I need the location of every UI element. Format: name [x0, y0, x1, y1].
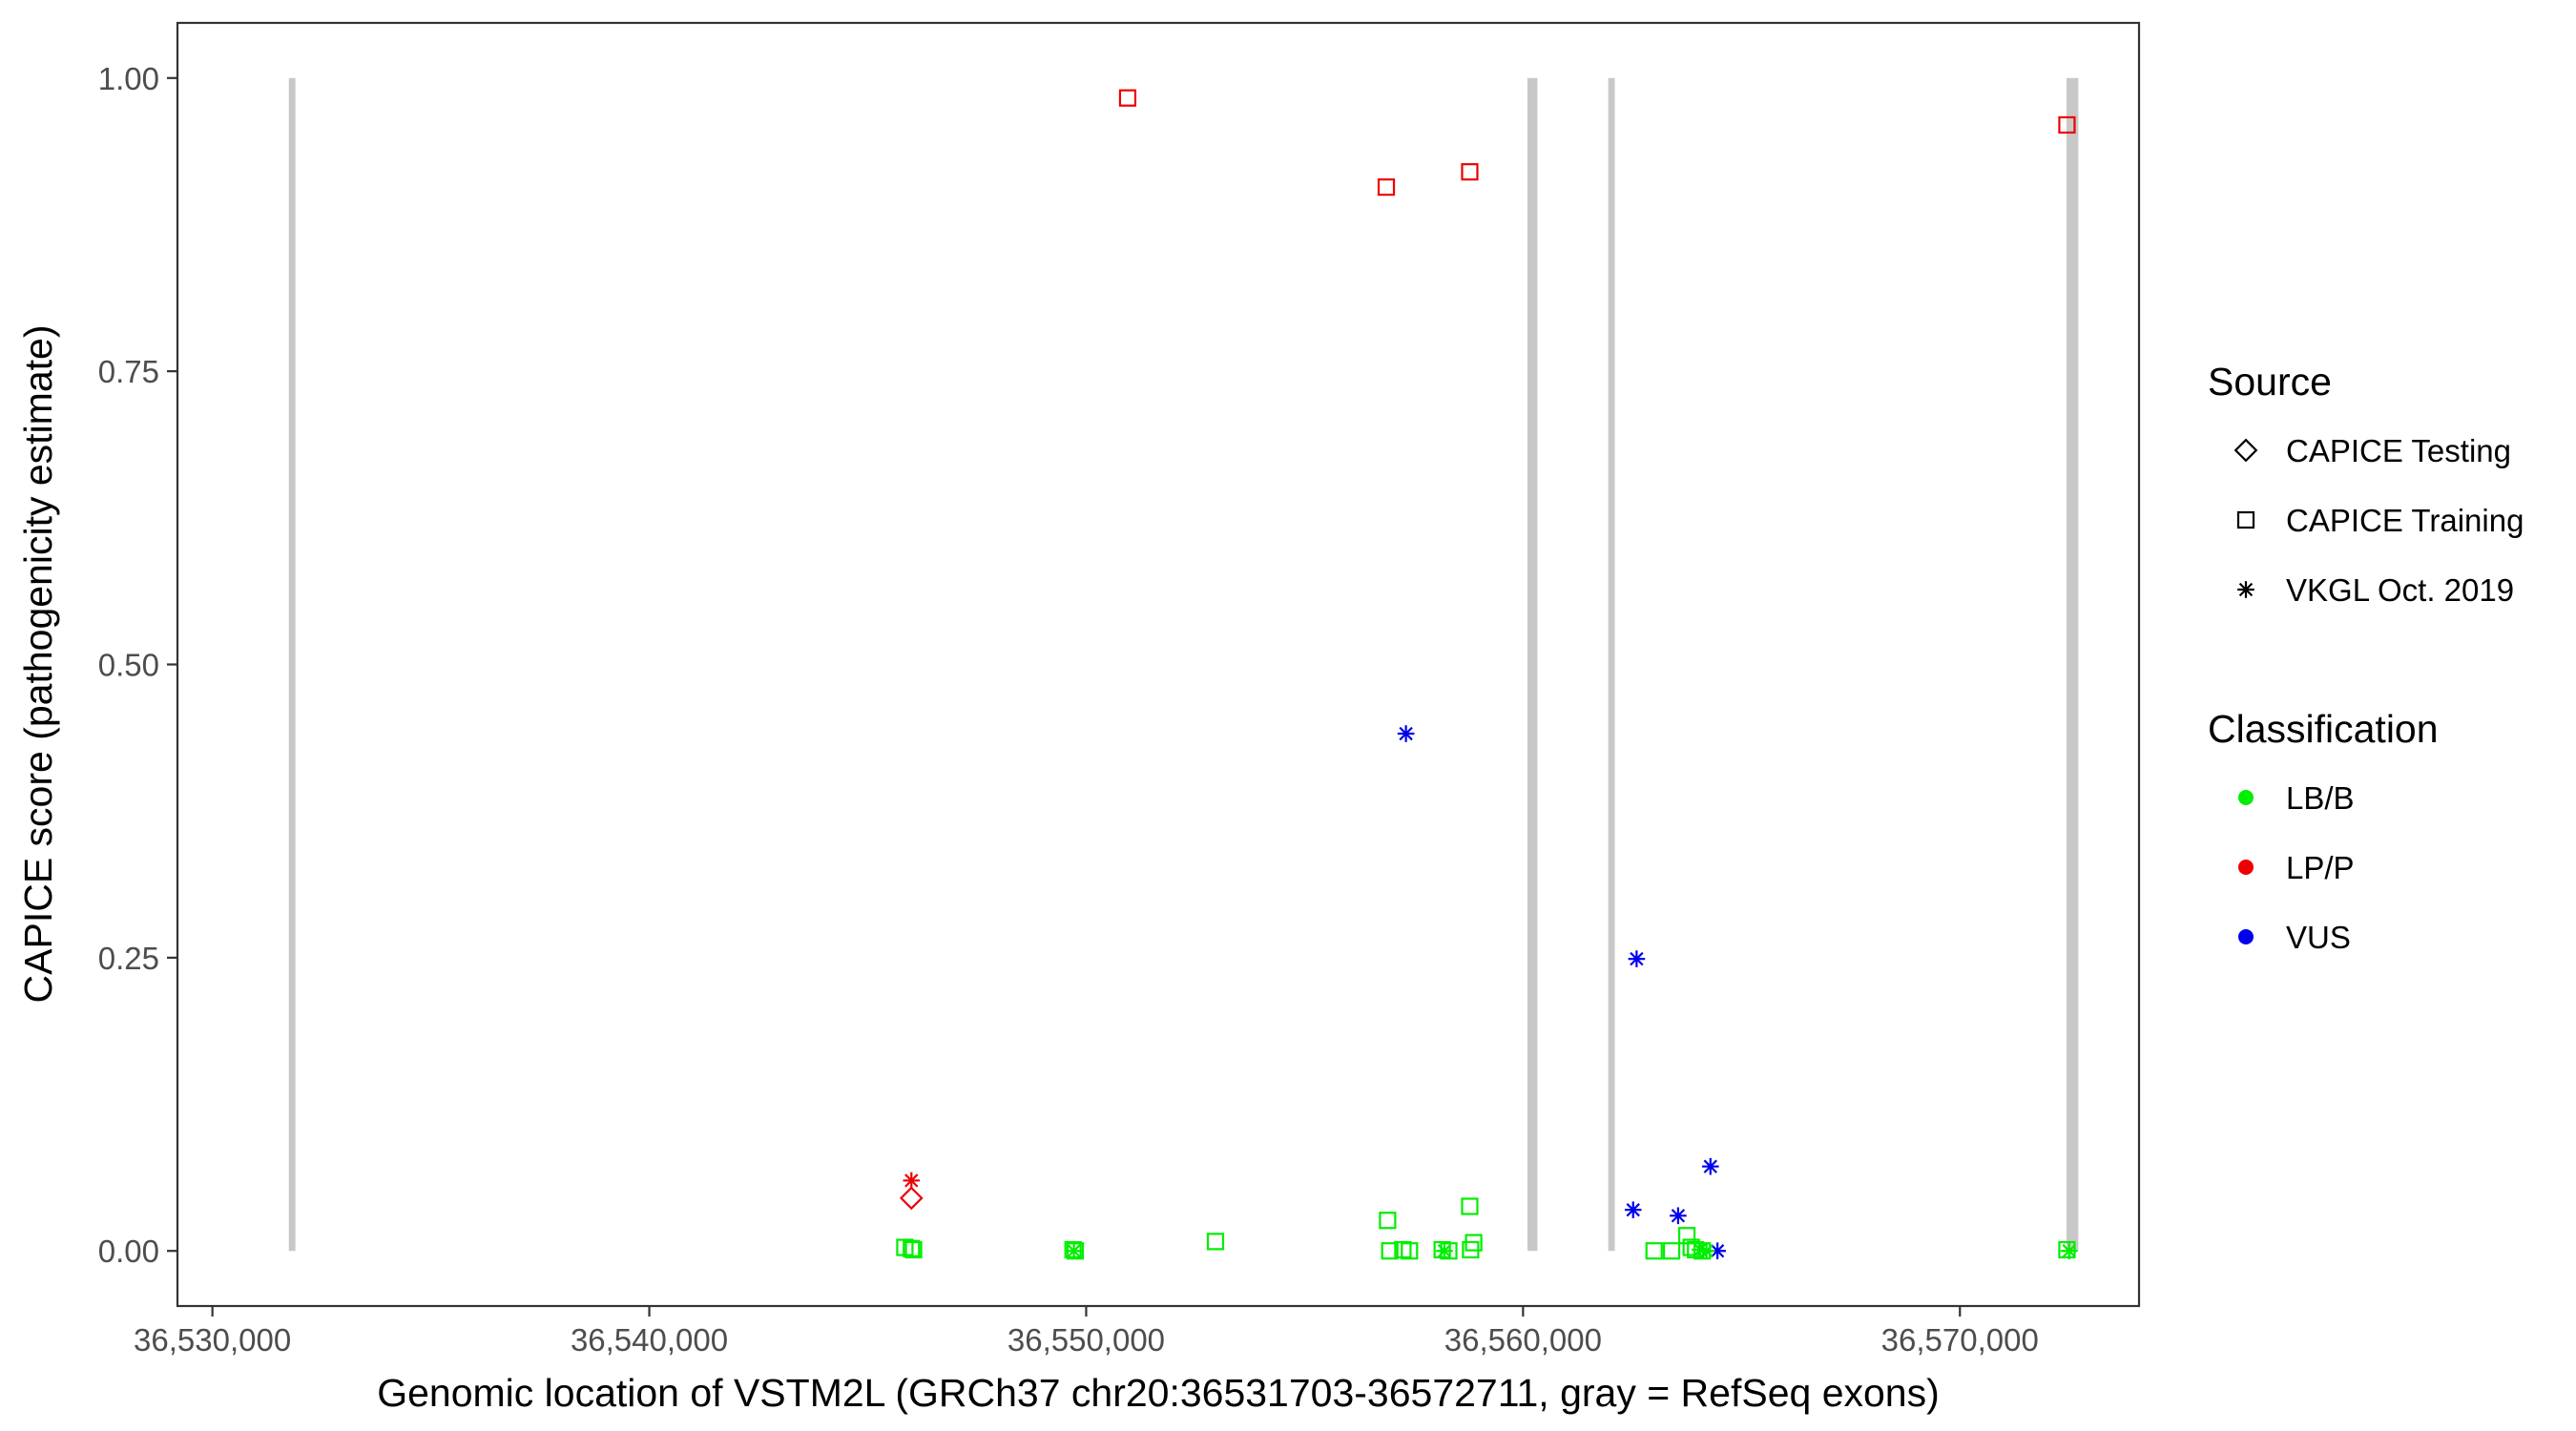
- point-layer: [896, 89, 2078, 1260]
- data-point-asterisk-8: [1628, 950, 1646, 967]
- exon-band-2: [1527, 77, 1538, 1252]
- legend-classification-items: LB/B LP/P VUS: [2238, 780, 2355, 955]
- legend-diamond-key: [2233, 438, 2258, 463]
- data-point-asterisk-7: [1397, 725, 1415, 742]
- legend-source-items: CAPICE Testing CAPICE Training VKGL Oct. 2…: [2233, 433, 2524, 608]
- exon-band-3: [1608, 77, 1615, 1252]
- data-point-square-4: [2058, 115, 2076, 135]
- data-point-square-31: [1662, 1242, 1681, 1260]
- legend-source-label: CAPICE Training: [2286, 503, 2524, 538]
- legend-dot-key: [2238, 790, 2254, 805]
- data-point-square-22: [1394, 1240, 1412, 1259]
- data-point-asterisk-9: [1701, 1157, 1719, 1175]
- legend-source-title: Source: [2208, 360, 2332, 404]
- legend-source-label: VKGL Oct. 2019: [2286, 572, 2514, 608]
- data-point-asterisk-26: [1436, 1242, 1453, 1260]
- x-axis-title: Genomic location of VSTM2L (GRCh37 chr20…: [377, 1371, 1940, 1415]
- data-point-square-19: [1206, 1233, 1225, 1251]
- x-tick-label: 36,530,000: [134, 1322, 291, 1358]
- data-point-square-13: [896, 1238, 914, 1256]
- data-point-square-23: [1401, 1242, 1419, 1260]
- data-point-square-38: [2058, 1240, 2076, 1259]
- x-axis: 36,530,000 36,540,000 36,550,000 36,560,000…: [134, 1306, 2039, 1358]
- legend-classification-label: LB/B: [2286, 780, 2355, 816]
- legend-classification-title: Classification: [2208, 707, 2439, 751]
- data-point-square-30: [1645, 1242, 1663, 1260]
- x-tick-label: 36,560,000: [1444, 1322, 1602, 1358]
- legend-dot-key: [2238, 860, 2254, 875]
- data-point-square-21: [1381, 1242, 1399, 1260]
- data-point-asterisk-37: [1697, 1242, 1715, 1260]
- legend-classification-label: VUS: [2286, 920, 2351, 955]
- exon-band-4: [2066, 77, 2079, 1252]
- exon-band-1: [288, 77, 296, 1252]
- y-tick-label: 0.75: [98, 354, 159, 389]
- data-point-square-14: [903, 1239, 921, 1257]
- data-point-asterisk-18: [1065, 1242, 1083, 1260]
- data-point-square-3: [1461, 163, 1479, 181]
- data-point-square-32: [1677, 1227, 1696, 1245]
- legend-dot-key: [2238, 929, 2254, 944]
- legend-classification-label: LP/P: [2286, 850, 2355, 885]
- exon-layer: [288, 77, 2079, 1252]
- legend-square-key: [2236, 510, 2255, 529]
- data-point-diamond-6: [899, 1186, 924, 1211]
- y-tick-label: 1.00: [98, 61, 159, 96]
- legend-asterisk-key: [2237, 581, 2254, 598]
- data-point-square-24: [1433, 1240, 1451, 1259]
- y-tick-label: 0.25: [98, 941, 159, 976]
- data-point-asterisk-39: [2060, 1242, 2078, 1260]
- data-point-asterisk-11: [1670, 1207, 1687, 1225]
- y-axis: 0.00 0.25 0.50 0.75 1.00: [98, 61, 177, 1269]
- y-tick-label: 0.00: [98, 1234, 159, 1269]
- data-point-square-29: [1462, 1240, 1480, 1259]
- data-point-square-2: [1377, 178, 1396, 197]
- data-point-asterisk-10: [1624, 1201, 1642, 1218]
- x-tick-label: 36,540,000: [571, 1322, 728, 1358]
- x-tick-label: 36,570,000: [1881, 1322, 2039, 1358]
- data-point-asterisk-5: [903, 1172, 921, 1190]
- y-axis-title: CAPICE score (pathogenicity estimate): [16, 325, 60, 1004]
- y-tick-label: 0.50: [98, 648, 159, 683]
- data-point-square-15: [904, 1240, 923, 1259]
- legend-source-label: CAPICE Testing: [2286, 433, 2511, 468]
- data-point-square-20: [1379, 1212, 1397, 1230]
- data-point-square-27: [1461, 1197, 1479, 1215]
- data-point-square-1: [1118, 89, 1137, 107]
- legend: Source CAPICE Testing CAPICE Training VKGL…: [2208, 360, 2524, 955]
- x-tick-label: 36,550,000: [1008, 1322, 1165, 1358]
